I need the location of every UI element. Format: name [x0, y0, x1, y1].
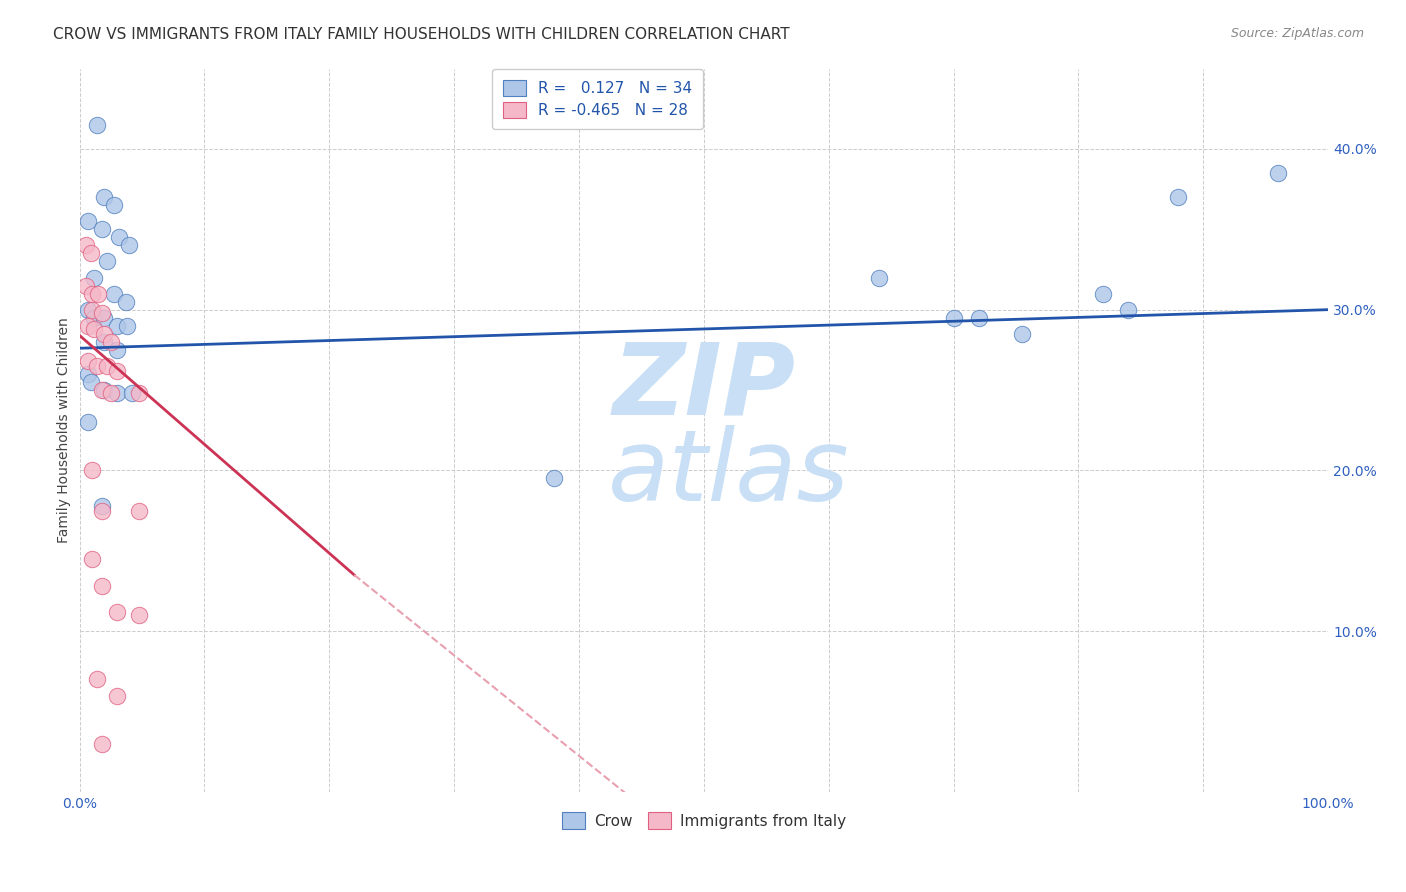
- Point: [1118, 302, 1140, 317]
- Point: [100, 334, 122, 349]
- Point: [115, 318, 138, 333]
- Point: [77, 302, 100, 317]
- Point: [77, 415, 100, 429]
- Legend: Crow, Immigrants from Italy: Crow, Immigrants from Italy: [555, 806, 852, 835]
- Point: [942, 310, 965, 325]
- Point: [91, 503, 114, 517]
- Point: [80, 286, 103, 301]
- Point: [967, 310, 990, 325]
- Text: ZIP: ZIP: [613, 338, 796, 435]
- Point: [91, 306, 114, 320]
- Point: [118, 238, 141, 252]
- Point: [87, 286, 110, 301]
- Point: [91, 499, 114, 513]
- Point: [121, 386, 143, 401]
- Text: Source: ZipAtlas.com: Source: ZipAtlas.com: [1230, 27, 1364, 40]
- Point: [105, 689, 128, 703]
- Point: [80, 302, 103, 317]
- Point: [128, 608, 150, 623]
- Point: [1092, 286, 1115, 301]
- Point: [86, 673, 108, 687]
- Point: [93, 326, 115, 341]
- Point: [77, 214, 100, 228]
- Point: [1011, 326, 1033, 341]
- Point: [77, 354, 100, 368]
- Point: [83, 270, 105, 285]
- Point: [91, 222, 114, 236]
- Point: [91, 579, 114, 593]
- Point: [83, 310, 105, 325]
- Point: [103, 198, 125, 212]
- Point: [86, 118, 108, 132]
- Point: [543, 471, 565, 485]
- Point: [128, 503, 150, 517]
- Point: [77, 367, 100, 381]
- Point: [100, 386, 122, 401]
- Point: [114, 294, 136, 309]
- Point: [91, 737, 114, 751]
- Point: [105, 343, 128, 357]
- Point: [1267, 166, 1289, 180]
- Point: [75, 278, 97, 293]
- Point: [105, 364, 128, 378]
- Point: [105, 605, 128, 619]
- Point: [868, 270, 890, 285]
- Point: [83, 322, 105, 336]
- Y-axis label: Family Households with Children: Family Households with Children: [58, 318, 72, 543]
- Point: [93, 383, 115, 397]
- Point: [128, 386, 150, 401]
- Point: [80, 552, 103, 566]
- Point: [105, 318, 128, 333]
- Text: atlas: atlas: [607, 425, 849, 522]
- Point: [93, 310, 115, 325]
- Point: [93, 190, 115, 204]
- Point: [96, 254, 118, 268]
- Point: [77, 318, 100, 333]
- Point: [75, 238, 97, 252]
- Point: [80, 463, 103, 477]
- Point: [1167, 190, 1189, 204]
- Point: [93, 334, 115, 349]
- Point: [105, 386, 128, 401]
- Point: [108, 230, 131, 244]
- Point: [91, 383, 114, 397]
- Point: [80, 375, 103, 389]
- Text: CROW VS IMMIGRANTS FROM ITALY FAMILY HOUSEHOLDS WITH CHILDREN CORRELATION CHART: CROW VS IMMIGRANTS FROM ITALY FAMILY HOU…: [53, 27, 790, 42]
- Point: [80, 246, 103, 260]
- Point: [96, 359, 118, 373]
- Point: [103, 286, 125, 301]
- Point: [86, 359, 108, 373]
